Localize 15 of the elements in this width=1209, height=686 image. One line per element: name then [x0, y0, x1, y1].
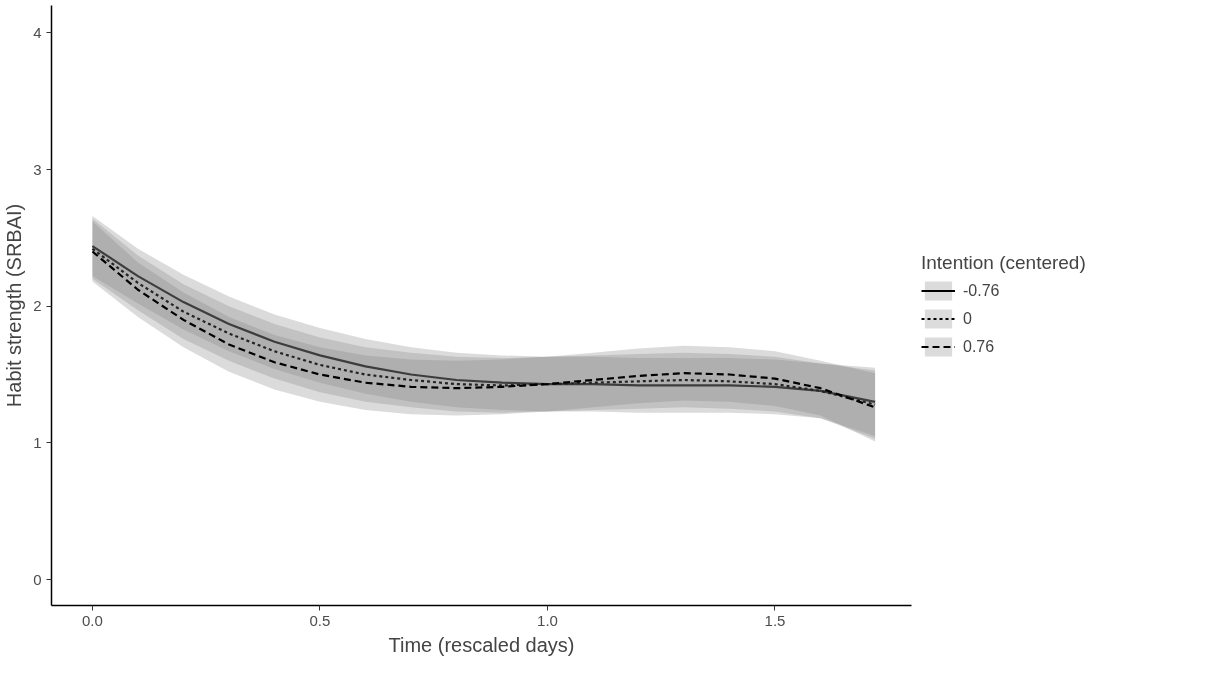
y-tick-label: 0 [33, 570, 42, 588]
y-axis-title: Habit strength (SRBAI) [3, 203, 26, 408]
y-tick-label: 2 [33, 297, 42, 315]
x-tick-label: 1.0 [537, 611, 558, 629]
legend-label: 0 [963, 309, 973, 328]
x-axis-title: Time (rescaled days) [388, 633, 575, 656]
y-tick-label: 4 [33, 23, 42, 41]
x-tick-label: 0.5 [309, 611, 331, 629]
y-tick-label: 1 [33, 433, 42, 451]
x-tick-label: 1.5 [764, 611, 786, 629]
y-tick-label: 3 [33, 160, 42, 178]
legend-label: 0.76 [963, 337, 995, 356]
legend-title: Intention (centered) [921, 251, 1086, 274]
legend-label: -0.76 [963, 281, 1000, 300]
x-tick-label: 0.0 [82, 611, 103, 629]
